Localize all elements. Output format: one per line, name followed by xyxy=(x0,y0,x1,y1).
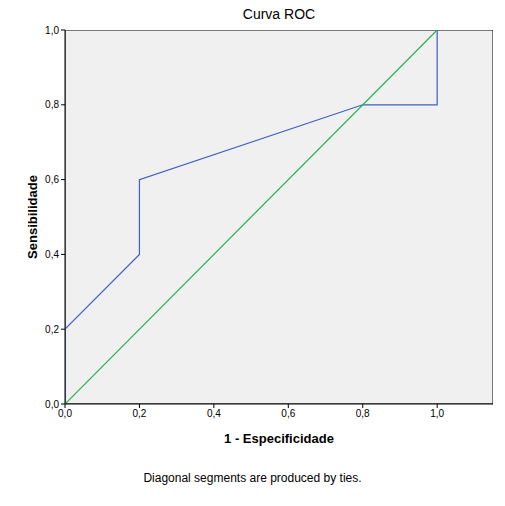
svg-text:0,6: 0,6 xyxy=(281,408,295,419)
svg-text:0,6: 0,6 xyxy=(45,174,59,185)
svg-text:0,8: 0,8 xyxy=(45,99,59,110)
html-text:1 - Especificidade: 1 - Especificidade xyxy=(224,431,334,446)
svg-text:0,2: 0,2 xyxy=(132,408,146,419)
svg-text:0,4: 0,4 xyxy=(45,249,59,260)
svg-text:0,0: 0,0 xyxy=(58,408,72,419)
html-text:Curva ROC: Curva ROC xyxy=(242,6,316,22)
svg-text:0,0: 0,0 xyxy=(45,399,59,410)
svg-text:1,0: 1,0 xyxy=(45,25,59,36)
svg-text:0,8: 0,8 xyxy=(356,408,370,419)
svg-text:0,2: 0,2 xyxy=(45,324,59,335)
svg-text:0,4: 0,4 xyxy=(207,408,221,419)
html-text:Diagonal segments are produced: Diagonal segments are produced by ties. xyxy=(143,471,362,485)
html-text:Sensibilidade: Sensibilidade xyxy=(24,175,40,259)
svg-text:1,0: 1,0 xyxy=(430,408,444,419)
